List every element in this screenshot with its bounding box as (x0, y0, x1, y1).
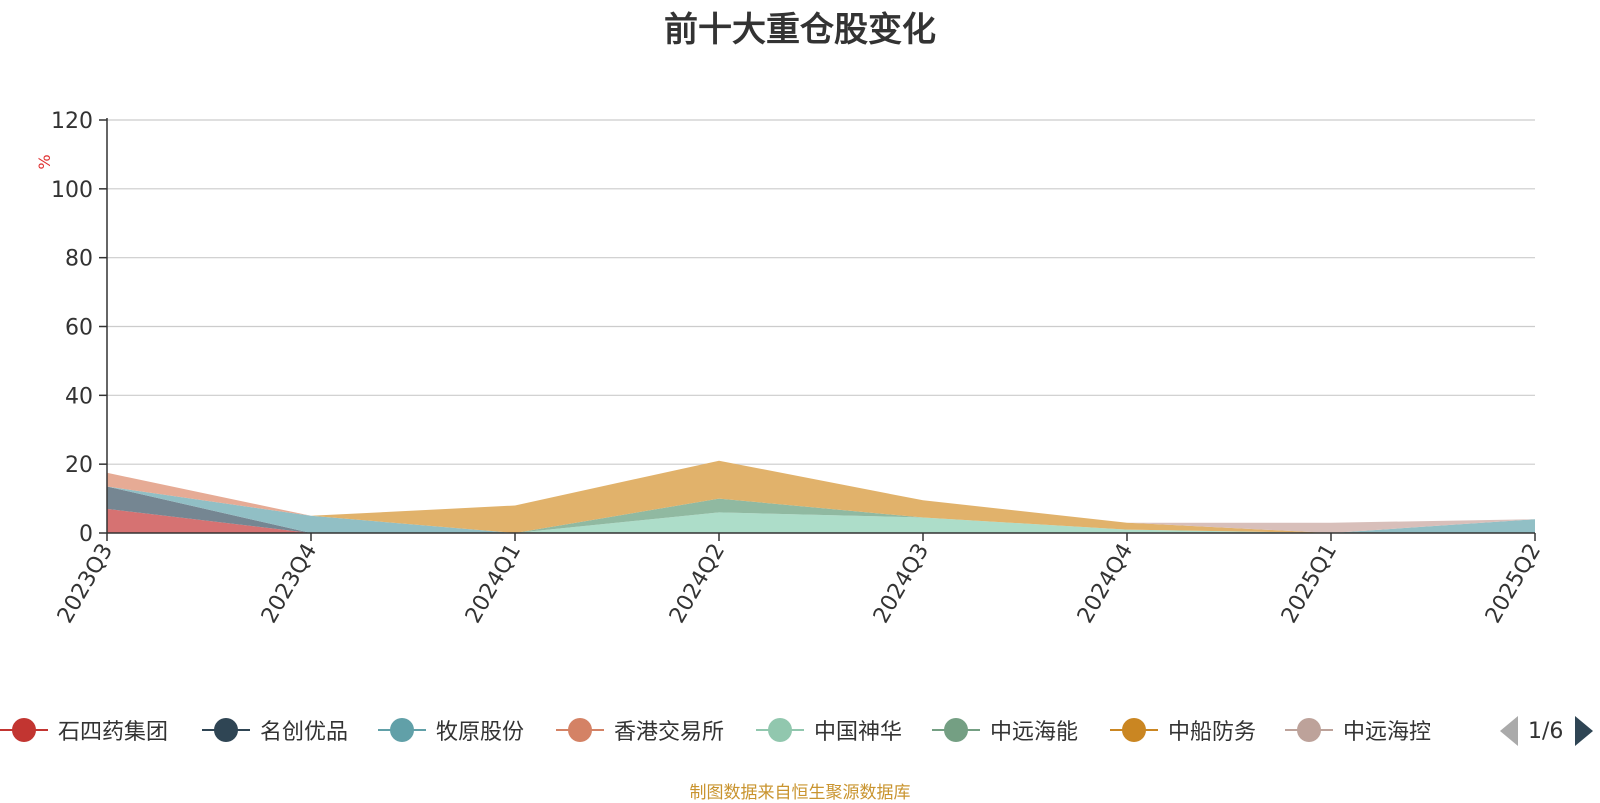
legend-marker-icon (932, 718, 980, 742)
chart-title: 前十大重仓股变化 (664, 10, 936, 50)
legend-item-6[interactable]: 中远海能 (932, 712, 1078, 748)
legend-marker-icon (1285, 718, 1333, 742)
y-tick-label: 20 (65, 453, 93, 478)
legend-item-7[interactable]: 中船防务 (1110, 712, 1256, 748)
grid-lines (107, 119, 1535, 465)
y-tick-label: 100 (51, 178, 93, 203)
stacked-area-chart: % 0 20 40 60 80 100 120 2023Q3 2023Q4 2024Q1 2024Q… (35, 109, 1546, 628)
x-tick-label: 2024Q1 (461, 540, 526, 628)
x-tick-label: 2025Q2 (1481, 540, 1546, 628)
legend: 石四药集团 名创优品 牧原股份 香港交易所 中国神华 中远海能 中船防务 中远海控 (0, 712, 1470, 748)
x-tick-label: 2023Q4 (257, 540, 322, 628)
x-tick-label: 2025Q1 (1277, 540, 1342, 628)
legend-label: 名创优品 (260, 720, 349, 745)
legend-label: 中船防务 (1168, 720, 1257, 745)
y-tick-label: 120 (51, 109, 93, 134)
area-series-1[interactable] (107, 508, 1535, 533)
legend-item-1[interactable]: 石四药集团 (0, 712, 168, 748)
legend-item-8[interactable]: 中远海控 (1285, 712, 1431, 748)
y-tick-label: 60 (65, 316, 93, 341)
legend-marker-icon (378, 718, 426, 742)
legend-marker-icon (556, 718, 604, 742)
y-tick-label: 0 (79, 522, 93, 547)
legend-marker-icon (202, 718, 250, 742)
legend-label: 石四药集团 (58, 720, 169, 745)
legend-marker-icon (0, 718, 48, 742)
x-tick-label: 2024Q4 (1073, 540, 1138, 628)
legend-label: 香港交易所 (614, 720, 725, 745)
legend-item-5[interactable]: 中国神华 (756, 712, 902, 748)
legend-marker-icon (756, 718, 804, 742)
legend-label: 牧原股份 (436, 720, 525, 745)
area-series-8[interactable] (107, 460, 1535, 533)
legend-next-page-button[interactable] (1575, 716, 1594, 746)
y-tick-label: 80 (65, 247, 93, 272)
area-series-5[interactable] (107, 472, 1535, 533)
legend-item-2[interactable]: 名创优品 (202, 712, 348, 748)
legend-item-4[interactable]: 香港交易所 (556, 712, 724, 748)
area-bands (107, 460, 1535, 533)
legend-pager: 1/6 (1500, 714, 1594, 748)
area-series-7[interactable] (107, 460, 1535, 533)
legend-label: 中国神华 (814, 720, 903, 745)
legend-item-3[interactable]: 牧原股份 (378, 712, 524, 748)
x-tick-label: 2023Q3 (53, 540, 118, 628)
legend-page-indicator: 1/6 (1528, 718, 1564, 744)
y-tick-label: 40 (65, 384, 93, 409)
source-note: 制图数据来自恒生聚源数据库 (689, 783, 911, 803)
legend-label: 中远海控 (1343, 720, 1432, 745)
x-tick-label: 2024Q3 (869, 540, 934, 628)
legend-marker-icon (1110, 718, 1158, 742)
y-axis-unit: % (35, 154, 54, 169)
legend-label: 中远海能 (990, 720, 1079, 745)
legend-prev-page-button[interactable] (1500, 716, 1518, 746)
axes: % 0 20 40 60 80 100 120 2023Q3 2023Q4 2024Q1 2024Q… (35, 109, 1546, 628)
x-tick-label: 2024Q2 (665, 540, 730, 628)
